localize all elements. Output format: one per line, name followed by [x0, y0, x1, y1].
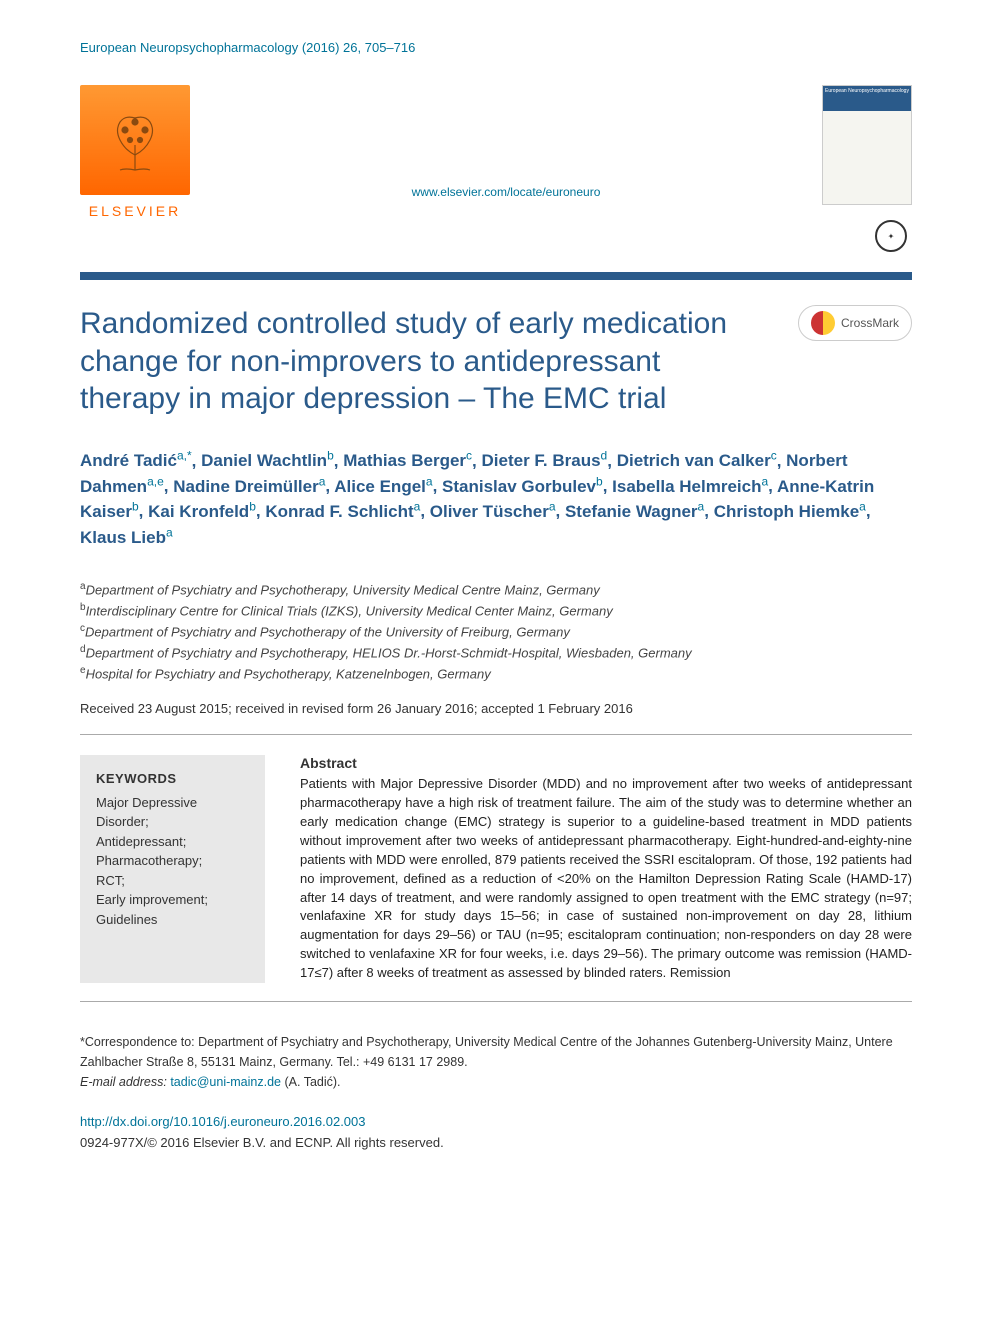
author: Alice Engela — [334, 477, 432, 496]
affiliation: eHospital for Psychiatry and Psychothera… — [80, 663, 912, 684]
author-affiliation-ref[interactable]: a — [319, 474, 326, 488]
abstract-heading: Abstract — [300, 755, 912, 771]
author-affiliation-ref[interactable]: c — [771, 449, 777, 463]
author: Isabella Helmreicha — [612, 477, 768, 496]
author: Daniel Wachtlinb — [201, 451, 334, 470]
keyword: Guidelines — [96, 910, 249, 930]
affiliation: aDepartment of Psychiatry and Psychother… — [80, 579, 912, 600]
author-affiliation-ref[interactable]: b — [327, 449, 334, 463]
author: Dieter F. Brausd — [482, 451, 608, 470]
title-row: Randomized controlled study of early med… — [80, 305, 912, 418]
header-logos-row: ELSEVIER www.elsevier.com/locate/euroneu… — [80, 85, 912, 252]
email-link[interactable]: tadic@uni-mainz.de — [170, 1075, 281, 1089]
affiliations-list: aDepartment of Psychiatry and Psychother… — [80, 579, 912, 683]
author: Nadine Dreimüllera — [173, 477, 325, 496]
author: Christoph Hiemkea — [714, 502, 866, 521]
article-title: Randomized controlled study of early med… — [80, 305, 768, 418]
affiliation: dDepartment of Psychiatry and Psychother… — [80, 642, 912, 663]
author-affiliation-ref[interactable]: a — [859, 499, 866, 513]
author: Oliver Tüschera — [430, 502, 556, 521]
doi-link[interactable]: http://dx.doi.org/10.1016/j.euroneuro.20… — [80, 1114, 366, 1129]
keyword: Pharmacotherapy; — [96, 851, 249, 871]
footer-rule — [80, 1001, 912, 1002]
elsevier-wordmark: ELSEVIER — [89, 203, 181, 219]
crossmark-icon — [811, 311, 835, 335]
author-affiliation-ref[interactable]: a — [761, 474, 768, 488]
author-affiliation-ref[interactable]: c — [466, 449, 472, 463]
elsevier-logo-block: ELSEVIER — [80, 85, 190, 219]
author: Klaus Lieba — [80, 528, 173, 547]
author: André Tadića,* — [80, 451, 192, 470]
article-dates: Received 23 August 2015; received in rev… — [80, 701, 912, 716]
crossmark-label: CrossMark — [841, 316, 899, 330]
author-affiliation-ref[interactable]: a,e — [147, 474, 164, 488]
affiliation: bInterdisciplinary Centre for Clinical T… — [80, 600, 912, 621]
copyright-line: 0924-977X/© 2016 Elsevier B.V. and ECNP.… — [80, 1133, 912, 1154]
crossmark-button[interactable]: CrossMark — [798, 305, 912, 341]
keyword: Early improvement; — [96, 890, 249, 910]
author: Stanislav Gorbulevb — [442, 477, 603, 496]
abstract-block: Abstract Patients with Major Depressive … — [300, 755, 912, 982]
author: Konrad F. Schlichta — [265, 502, 420, 521]
elsevier-tree-icon — [80, 85, 190, 195]
journal-cover-block: European Neuropsychopharmacology ✦ — [822, 85, 912, 252]
author: Dietrich van Calkerc — [617, 451, 777, 470]
quality-stamp-icon: ✦ — [875, 220, 907, 252]
correspondence-text: *Correspondence to: Department of Psychi… — [80, 1032, 912, 1072]
journal-cover-thumbnail: European Neuropsychopharmacology — [822, 85, 912, 205]
section-rule — [80, 734, 912, 735]
author-affiliation-ref[interactable]: a,* — [177, 449, 192, 463]
abstract-text: Patients with Major Depressive Disorder … — [300, 775, 912, 982]
keywords-heading: KEYWORDS — [96, 769, 249, 789]
author: Kai Kronfeldb — [148, 502, 256, 521]
keywords-list: Major Depressive Disorder;Antidepressant… — [96, 793, 249, 930]
keywords-abstract-row: KEYWORDS Major Depressive Disorder;Antid… — [80, 755, 912, 982]
author-affiliation-ref[interactable]: d — [601, 449, 608, 463]
journal-url-link[interactable]: www.elsevier.com/locate/euroneuro — [190, 185, 822, 199]
author-affiliation-ref[interactable]: a — [414, 499, 421, 513]
email-line: E-mail address: tadic@uni-mainz.de (A. T… — [80, 1072, 912, 1092]
affiliation: cDepartment of Psychiatry and Psychother… — [80, 621, 912, 642]
author-affiliation-ref[interactable]: a — [549, 499, 556, 513]
footer-block: *Correspondence to: Department of Psychi… — [80, 1032, 912, 1154]
email-author: (A. Tadić). — [284, 1075, 340, 1089]
author-affiliation-ref[interactable]: b — [596, 474, 603, 488]
author: Stefanie Wagnera — [565, 502, 704, 521]
journal-cover-title: European Neuropsychopharmacology — [823, 86, 911, 111]
author-affiliation-ref[interactable]: a — [698, 499, 705, 513]
journal-citation: European Neuropsychopharmacology (2016) … — [80, 40, 912, 55]
keyword: RCT; — [96, 871, 249, 891]
author-list: André Tadića,*, Daniel Wachtlinb, Mathia… — [80, 448, 912, 550]
keyword: Major Depressive Disorder; — [96, 793, 249, 832]
author-affiliation-ref[interactable]: b — [132, 499, 139, 513]
author-affiliation-ref[interactable]: a — [426, 474, 433, 488]
keywords-box: KEYWORDS Major Depressive Disorder;Antid… — [80, 755, 265, 982]
author: Mathias Bergerc — [343, 451, 472, 470]
email-label: E-mail address: — [80, 1075, 167, 1089]
header-rule — [80, 272, 912, 280]
author-affiliation-ref[interactable]: b — [249, 499, 256, 513]
keyword: Antidepressant; — [96, 832, 249, 852]
author-affiliation-ref[interactable]: a — [166, 525, 173, 539]
